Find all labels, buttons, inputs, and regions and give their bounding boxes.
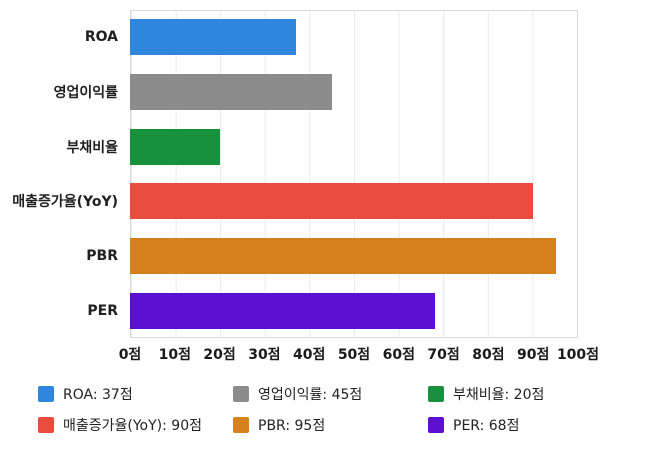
bar-row: PER <box>0 283 578 338</box>
x-tick-label: 40점 <box>293 347 326 363</box>
legend-swatch <box>428 386 444 402</box>
x-tick-label: 30점 <box>248 347 281 363</box>
x-tick-label: 20점 <box>203 347 236 363</box>
category-label: 매출증가율(YoY) <box>12 194 118 211</box>
legend-item[interactable]: PBR: 95점 <box>233 415 428 435</box>
legend-item[interactable]: 영업이익률: 45점 <box>233 384 428 404</box>
legend-label: 부채비율: 20점 <box>453 387 545 403</box>
x-tick-label: 90점 <box>517 347 550 363</box>
bar[interactable] <box>130 128 220 165</box>
legend-label: PBR: 95점 <box>258 418 326 434</box>
plot-area <box>130 10 578 338</box>
legend-item[interactable]: 부채비율: 20점 <box>428 384 623 404</box>
bar-track <box>130 128 578 165</box>
x-tick-label: 0점 <box>118 347 142 363</box>
legend-item[interactable]: ROA: 37점 <box>38 384 233 404</box>
bar[interactable] <box>130 238 556 275</box>
legend-label: ROA: 37점 <box>63 387 133 403</box>
bar[interactable] <box>130 292 435 329</box>
x-axis: 0점 10점 20점 30점 40점 50점 60점 70점 80점 90점 100점 <box>119 344 599 364</box>
bar-track <box>130 238 578 275</box>
legend-swatch <box>38 417 54 433</box>
x-tick-label: 100점 <box>556 347 600 363</box>
legend-swatch <box>233 417 249 433</box>
legend-swatch <box>233 386 249 402</box>
bar-track <box>130 292 578 329</box>
legend-label: PER: 68점 <box>453 418 520 434</box>
x-tick-label: 50점 <box>337 347 371 363</box>
category-label: PBR <box>86 248 118 265</box>
legend-label: 매출증가율(YoY): 90점 <box>63 418 202 434</box>
bar-row: 영업이익률 <box>0 65 578 120</box>
bar-track <box>130 74 578 110</box>
legend-swatch <box>38 386 54 402</box>
bar-track <box>130 19 578 56</box>
bar-row: 부채비율 <box>0 119 578 174</box>
x-tick-label: 80점 <box>472 347 505 363</box>
bar-row: 매출증가율(YoY) <box>0 174 578 229</box>
category-label: 부채비율 <box>66 139 118 156</box>
bar[interactable] <box>130 19 296 56</box>
bar[interactable] <box>130 183 534 220</box>
x-tick-label: 10점 <box>158 347 191 363</box>
x-tick-label: 60점 <box>382 347 415 363</box>
legend-swatch <box>428 417 444 433</box>
legend-label: 영업이익률: 45점 <box>258 387 363 403</box>
legend-item[interactable]: PER: 68점 <box>428 415 623 435</box>
bar-row: ROA <box>0 10 578 65</box>
category-label: 영업이익률 <box>53 85 118 101</box>
bar[interactable] <box>130 74 332 110</box>
bar-row: PBR <box>0 229 578 284</box>
category-label: PER <box>87 302 118 319</box>
legend-item[interactable]: 매출증가율(YoY): 90점 <box>38 415 233 435</box>
category-label: ROA <box>84 29 118 46</box>
x-tick-label: 70점 <box>427 347 460 363</box>
bar-track <box>130 183 578 220</box>
